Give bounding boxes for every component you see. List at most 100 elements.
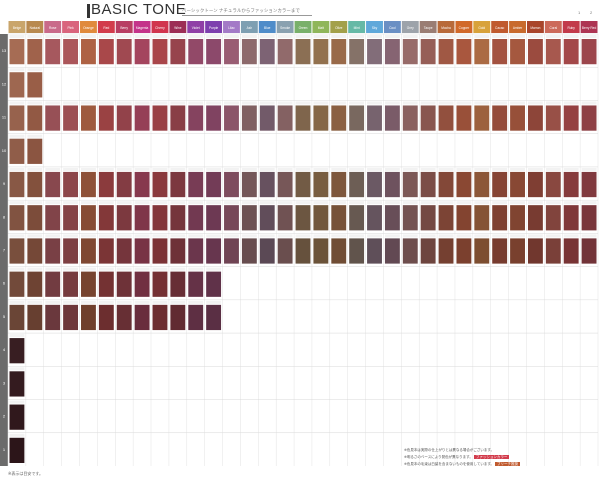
hair-swatch[interactable] [474,205,490,231]
hair-swatch[interactable] [152,205,168,231]
hair-swatch[interactable] [206,171,222,198]
hair-swatch[interactable] [349,238,365,264]
hair-swatch[interactable] [349,105,365,131]
hair-swatch[interactable] [224,39,239,65]
hair-swatch[interactable] [81,171,96,198]
hair-swatch[interactable] [384,238,400,264]
hair-swatch[interactable] [116,205,132,231]
hair-swatch[interactable] [295,39,311,65]
hair-swatch[interactable] [116,105,132,131]
hair-swatch[interactable] [9,304,25,331]
hair-swatch[interactable] [9,238,25,264]
hair-swatch[interactable] [170,205,186,231]
hair-swatch[interactable] [170,39,186,65]
hair-swatch[interactable] [277,171,293,198]
hair-swatch[interactable] [295,205,311,231]
hair-swatch[interactable] [116,304,132,331]
hair-swatch[interactable] [206,39,222,65]
hair-swatch[interactable] [367,105,382,131]
hair-swatch[interactable] [474,171,490,198]
hair-swatch[interactable] [438,171,454,198]
hair-swatch[interactable] [492,105,508,131]
hair-swatch[interactable] [81,304,96,331]
hair-swatch[interactable] [438,105,454,131]
hair-swatch[interactable] [206,205,222,231]
hair-swatch[interactable] [259,39,275,65]
hair-swatch[interactable] [241,39,257,65]
hair-swatch[interactable] [510,171,525,198]
hair-swatch[interactable] [188,271,204,297]
hair-swatch[interactable] [63,271,79,297]
hair-swatch[interactable] [331,238,347,264]
hair-swatch[interactable] [581,238,597,264]
hair-swatch[interactable] [438,205,454,231]
hair-swatch[interactable] [134,238,150,264]
hair-swatch[interactable] [98,271,114,297]
hair-swatch[interactable] [456,238,472,264]
hair-swatch[interactable] [134,304,150,331]
hair-swatch[interactable] [313,39,329,65]
hair-swatch[interactable] [63,171,79,198]
hair-swatch[interactable] [9,72,25,98]
hair-swatch[interactable] [45,205,61,231]
hair-swatch[interactable] [384,39,400,65]
hair-swatch[interactable] [81,205,96,231]
hair-swatch[interactable] [188,304,204,331]
hair-swatch[interactable] [27,39,43,65]
hair-swatch[interactable] [259,105,275,131]
hair-swatch[interactable] [331,205,347,231]
hair-swatch[interactable] [492,238,508,264]
hair-swatch[interactable] [134,39,150,65]
hair-swatch[interactable] [188,171,204,198]
hair-swatch[interactable] [27,205,43,231]
hair-swatch[interactable] [98,238,114,264]
hair-swatch[interactable] [152,105,168,131]
hair-swatch[interactable] [152,39,168,65]
hair-swatch[interactable] [527,171,543,198]
hair-swatch[interactable] [170,171,186,198]
hair-swatch[interactable] [134,171,150,198]
hair-swatch[interactable] [420,205,436,231]
hair-swatch[interactable] [420,171,436,198]
hair-swatch[interactable] [545,105,561,131]
hair-swatch[interactable] [98,304,114,331]
hair-swatch[interactable] [367,205,382,231]
hair-swatch[interactable] [349,171,365,198]
hair-swatch[interactable] [545,238,561,264]
hair-swatch[interactable] [402,238,418,264]
hair-swatch[interactable] [510,105,525,131]
hair-swatch[interactable] [188,238,204,264]
hair-swatch[interactable] [152,171,168,198]
hair-swatch[interactable] [9,371,25,397]
hair-swatch[interactable] [9,271,25,297]
hair-swatch[interactable] [545,205,561,231]
hair-swatch[interactable] [277,39,293,65]
hair-swatch[interactable] [206,238,222,264]
hair-swatch[interactable] [527,238,543,264]
hair-swatch[interactable] [438,39,454,65]
hair-swatch[interactable] [313,105,329,131]
hair-swatch[interactable] [98,39,114,65]
hair-swatch[interactable] [134,271,150,297]
hair-swatch[interactable] [188,105,204,131]
hair-swatch[interactable] [27,304,43,331]
hair-swatch[interactable] [9,138,25,164]
hair-swatch[interactable] [456,105,472,131]
hair-swatch[interactable] [438,238,454,264]
hair-swatch[interactable] [81,105,96,131]
hair-swatch[interactable] [563,238,579,264]
hair-swatch[interactable] [241,238,257,264]
hair-swatch[interactable] [259,205,275,231]
hair-swatch[interactable] [402,171,418,198]
hair-swatch[interactable] [134,105,150,131]
hair-swatch[interactable] [45,271,61,297]
hair-swatch[interactable] [27,105,43,131]
hair-swatch[interactable] [63,238,79,264]
hair-swatch[interactable] [510,205,525,231]
hair-swatch[interactable] [402,205,418,231]
hair-swatch[interactable] [402,39,418,65]
hair-swatch[interactable] [9,338,25,364]
hair-swatch[interactable] [492,171,508,198]
hair-swatch[interactable] [98,171,114,198]
hair-swatch[interactable] [206,105,222,131]
